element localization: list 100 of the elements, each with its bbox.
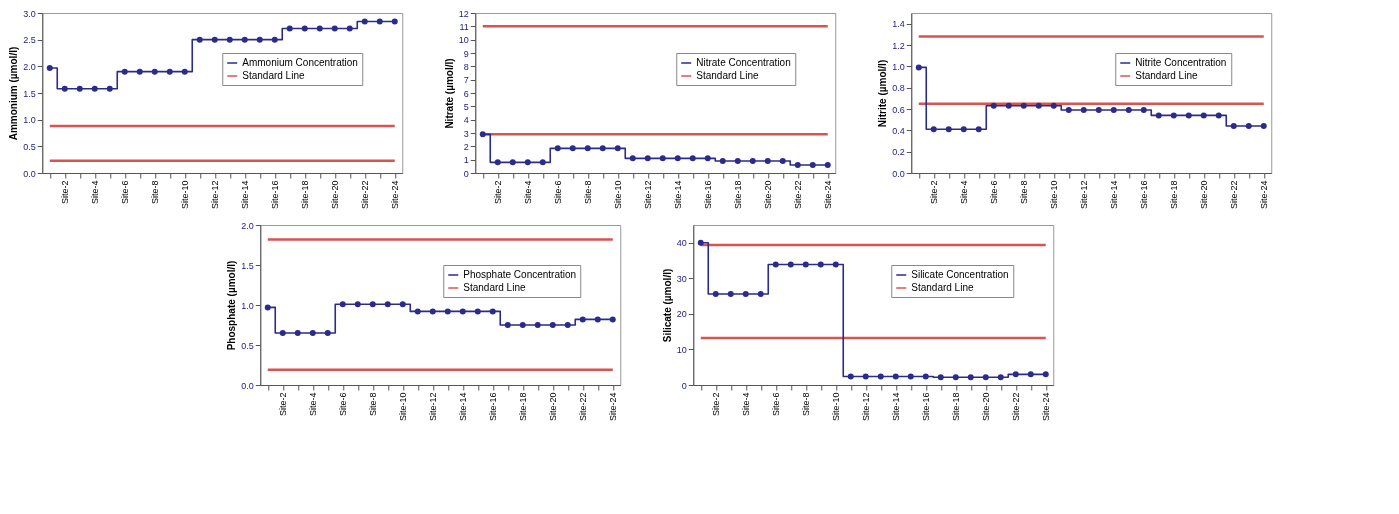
- point: [429, 308, 436, 315]
- point: [286, 25, 293, 32]
- point: [930, 126, 937, 133]
- point: [76, 85, 83, 92]
- point: [339, 301, 346, 308]
- point: [301, 25, 308, 32]
- x-tick-label: Site-22: [793, 180, 804, 210]
- legend-label: Standard Line: [242, 70, 305, 81]
- x-tick-label: Site-6: [338, 392, 349, 417]
- x-tick-label: Site-18: [1169, 180, 1180, 210]
- point: [1027, 371, 1034, 378]
- point: [241, 36, 248, 43]
- y-axis-title: Silicate (µmol/l): [661, 268, 673, 343]
- point: [151, 68, 158, 75]
- x-tick-label: Site-2: [60, 180, 71, 205]
- x-tick-label: Site-4: [741, 392, 752, 417]
- point: [817, 261, 824, 268]
- point: [1080, 107, 1087, 114]
- y-tick-label: 5: [463, 101, 469, 112]
- point: [629, 155, 636, 162]
- legend-label: Standard Line: [463, 282, 526, 293]
- legend-label: Nitrite Concentration: [1135, 57, 1227, 68]
- point: [479, 131, 486, 138]
- point: [384, 301, 391, 308]
- x-tick-label: Site-8: [368, 392, 379, 417]
- x-tick-label: Site-20: [1199, 180, 1210, 210]
- point: [967, 374, 974, 381]
- point: [354, 301, 361, 308]
- point: [614, 145, 621, 152]
- x-tick-label: Site-8: [150, 180, 161, 205]
- y-axis-title: Nitrite (µmol/l): [877, 59, 889, 128]
- x-tick-label: Site-18: [733, 180, 744, 210]
- point: [181, 68, 188, 75]
- legend-label: Standard Line: [696, 70, 759, 81]
- point: [226, 36, 233, 43]
- legend-label: Standard Line: [911, 282, 974, 293]
- point: [824, 162, 831, 168]
- point: [937, 374, 944, 381]
- point: [459, 308, 466, 315]
- point: [764, 158, 771, 164]
- point: [734, 158, 741, 164]
- point: [802, 261, 809, 268]
- point: [279, 330, 286, 336]
- point: [509, 159, 516, 166]
- y-axis-title: Nitrate (µmol/l): [443, 58, 455, 129]
- point: [1200, 112, 1207, 119]
- y-tick-label: 3: [463, 128, 469, 139]
- point: [719, 158, 726, 164]
- point: [331, 25, 338, 32]
- y-axis-title: Ammonium (µmol/l): [8, 46, 20, 141]
- point: [1155, 112, 1162, 119]
- x-tick-label: Site-12: [428, 392, 439, 422]
- x-tick-label: Site-24: [1041, 392, 1052, 422]
- point: [399, 301, 406, 308]
- y-tick-label: 8: [463, 61, 469, 72]
- point: [727, 290, 734, 297]
- x-tick-label: Site-16: [270, 180, 281, 210]
- point: [787, 261, 794, 268]
- x-tick-label: Site-14: [1109, 180, 1120, 210]
- y-tick-label: 3.0: [23, 8, 36, 19]
- x-tick-label: Site-4: [523, 180, 534, 205]
- legend-label: Ammonium Concentration: [242, 57, 358, 68]
- point: [1245, 123, 1252, 130]
- point: [474, 308, 481, 315]
- y-tick-label: 0: [681, 380, 687, 391]
- point: [46, 64, 53, 71]
- y-tick-label: 2.5: [23, 35, 36, 46]
- point: [1035, 102, 1042, 109]
- point: [952, 374, 959, 381]
- point: [271, 36, 278, 43]
- x-tick-label: Site-12: [861, 392, 872, 422]
- point: [494, 159, 501, 166]
- point: [644, 155, 651, 162]
- point: [712, 290, 719, 297]
- point: [294, 330, 301, 336]
- point: [757, 290, 764, 297]
- y-tick-label: 0.5: [241, 340, 254, 351]
- y-tick-label: 30: [676, 273, 687, 284]
- point: [1185, 112, 1192, 119]
- point: [674, 155, 681, 162]
- y-tick-label: 0.6: [892, 104, 905, 115]
- point: [960, 126, 967, 133]
- point: [489, 308, 496, 315]
- x-tick-label: Site-18: [518, 392, 529, 422]
- x-tick-label: Site-16: [921, 392, 932, 422]
- point: [361, 18, 368, 25]
- point: [1110, 107, 1117, 114]
- x-tick-label: Site-16: [488, 392, 499, 422]
- point: [915, 64, 922, 71]
- y-axis-title: Phosphate (µmol/l): [226, 260, 238, 351]
- point: [1125, 107, 1132, 114]
- point: [704, 155, 711, 162]
- point: [1140, 107, 1147, 114]
- point: [975, 126, 982, 133]
- x-tick-label: Site-16: [1139, 180, 1150, 210]
- x-tick-label: Site-22: [1011, 392, 1022, 422]
- y-tick-label: 12: [458, 8, 469, 19]
- point: [316, 25, 323, 32]
- x-tick-label: Site-24: [823, 180, 834, 210]
- x-tick-label: Site-20: [981, 392, 992, 422]
